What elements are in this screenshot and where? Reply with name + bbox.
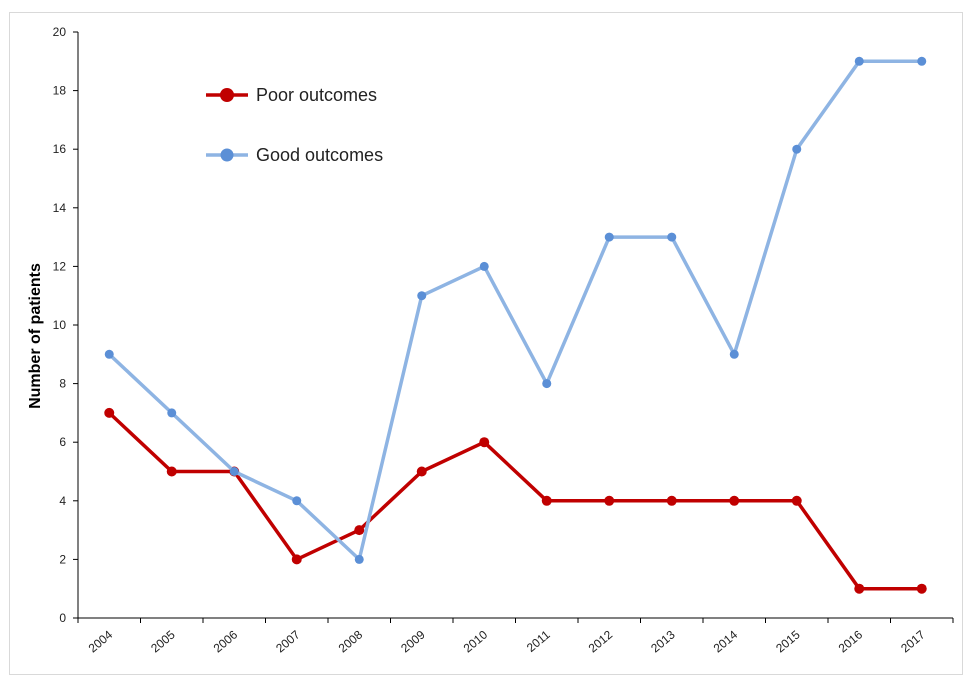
data-point	[667, 232, 677, 242]
y-tick-label: 4	[59, 494, 66, 508]
data-point	[166, 466, 177, 477]
legend-label: Good outcomes	[256, 145, 383, 165]
legend-item: Poor outcomes	[206, 85, 377, 105]
legend: Poor outcomes Good outcomes	[206, 85, 383, 165]
data-point	[729, 349, 739, 359]
data-point	[666, 495, 677, 506]
data-point	[792, 144, 802, 154]
data-point	[854, 56, 864, 66]
data-point	[729, 495, 740, 506]
data-point	[416, 466, 427, 477]
data-point	[541, 495, 552, 506]
y-tick-label: 20	[53, 25, 67, 39]
data-point	[479, 437, 490, 448]
data-point	[542, 379, 552, 389]
series-good-outcomes	[104, 56, 927, 564]
data-point	[354, 554, 364, 564]
y-axis-title: Number of patients	[27, 263, 44, 409]
y-tick-label: 10	[53, 318, 67, 332]
legend-swatch-marker	[220, 88, 234, 102]
data-point	[791, 495, 802, 506]
data-point	[604, 232, 614, 242]
data-point	[604, 495, 615, 506]
data-point	[354, 525, 365, 536]
y-tick-label: 0	[59, 611, 66, 625]
data-point	[917, 56, 927, 66]
data-point	[854, 583, 865, 594]
y-tick-label: 8	[59, 377, 66, 391]
y-tick-label: 18	[53, 84, 67, 98]
y-tick-label: 6	[59, 435, 66, 449]
y-tick-label: 16	[53, 142, 67, 156]
y-tick-label: 12	[53, 259, 67, 273]
data-point	[167, 408, 177, 418]
y-tick-label: 2	[59, 552, 66, 566]
series-line	[108, 411, 922, 591]
legend-label: Poor outcomes	[256, 85, 377, 105]
chart-border	[9, 12, 963, 675]
data-point	[292, 496, 302, 506]
data-point	[104, 349, 114, 359]
data-point	[479, 261, 489, 271]
data-point	[229, 467, 239, 476]
legend-item: Good outcomes	[206, 145, 383, 165]
legend-swatch-marker	[220, 148, 234, 162]
series-layer	[104, 56, 927, 594]
data-point	[104, 407, 115, 418]
data-point	[291, 554, 302, 565]
y-tick-label: 14	[53, 201, 67, 215]
data-point	[916, 583, 927, 594]
data-point	[417, 291, 427, 301]
series-line	[108, 59, 922, 562]
